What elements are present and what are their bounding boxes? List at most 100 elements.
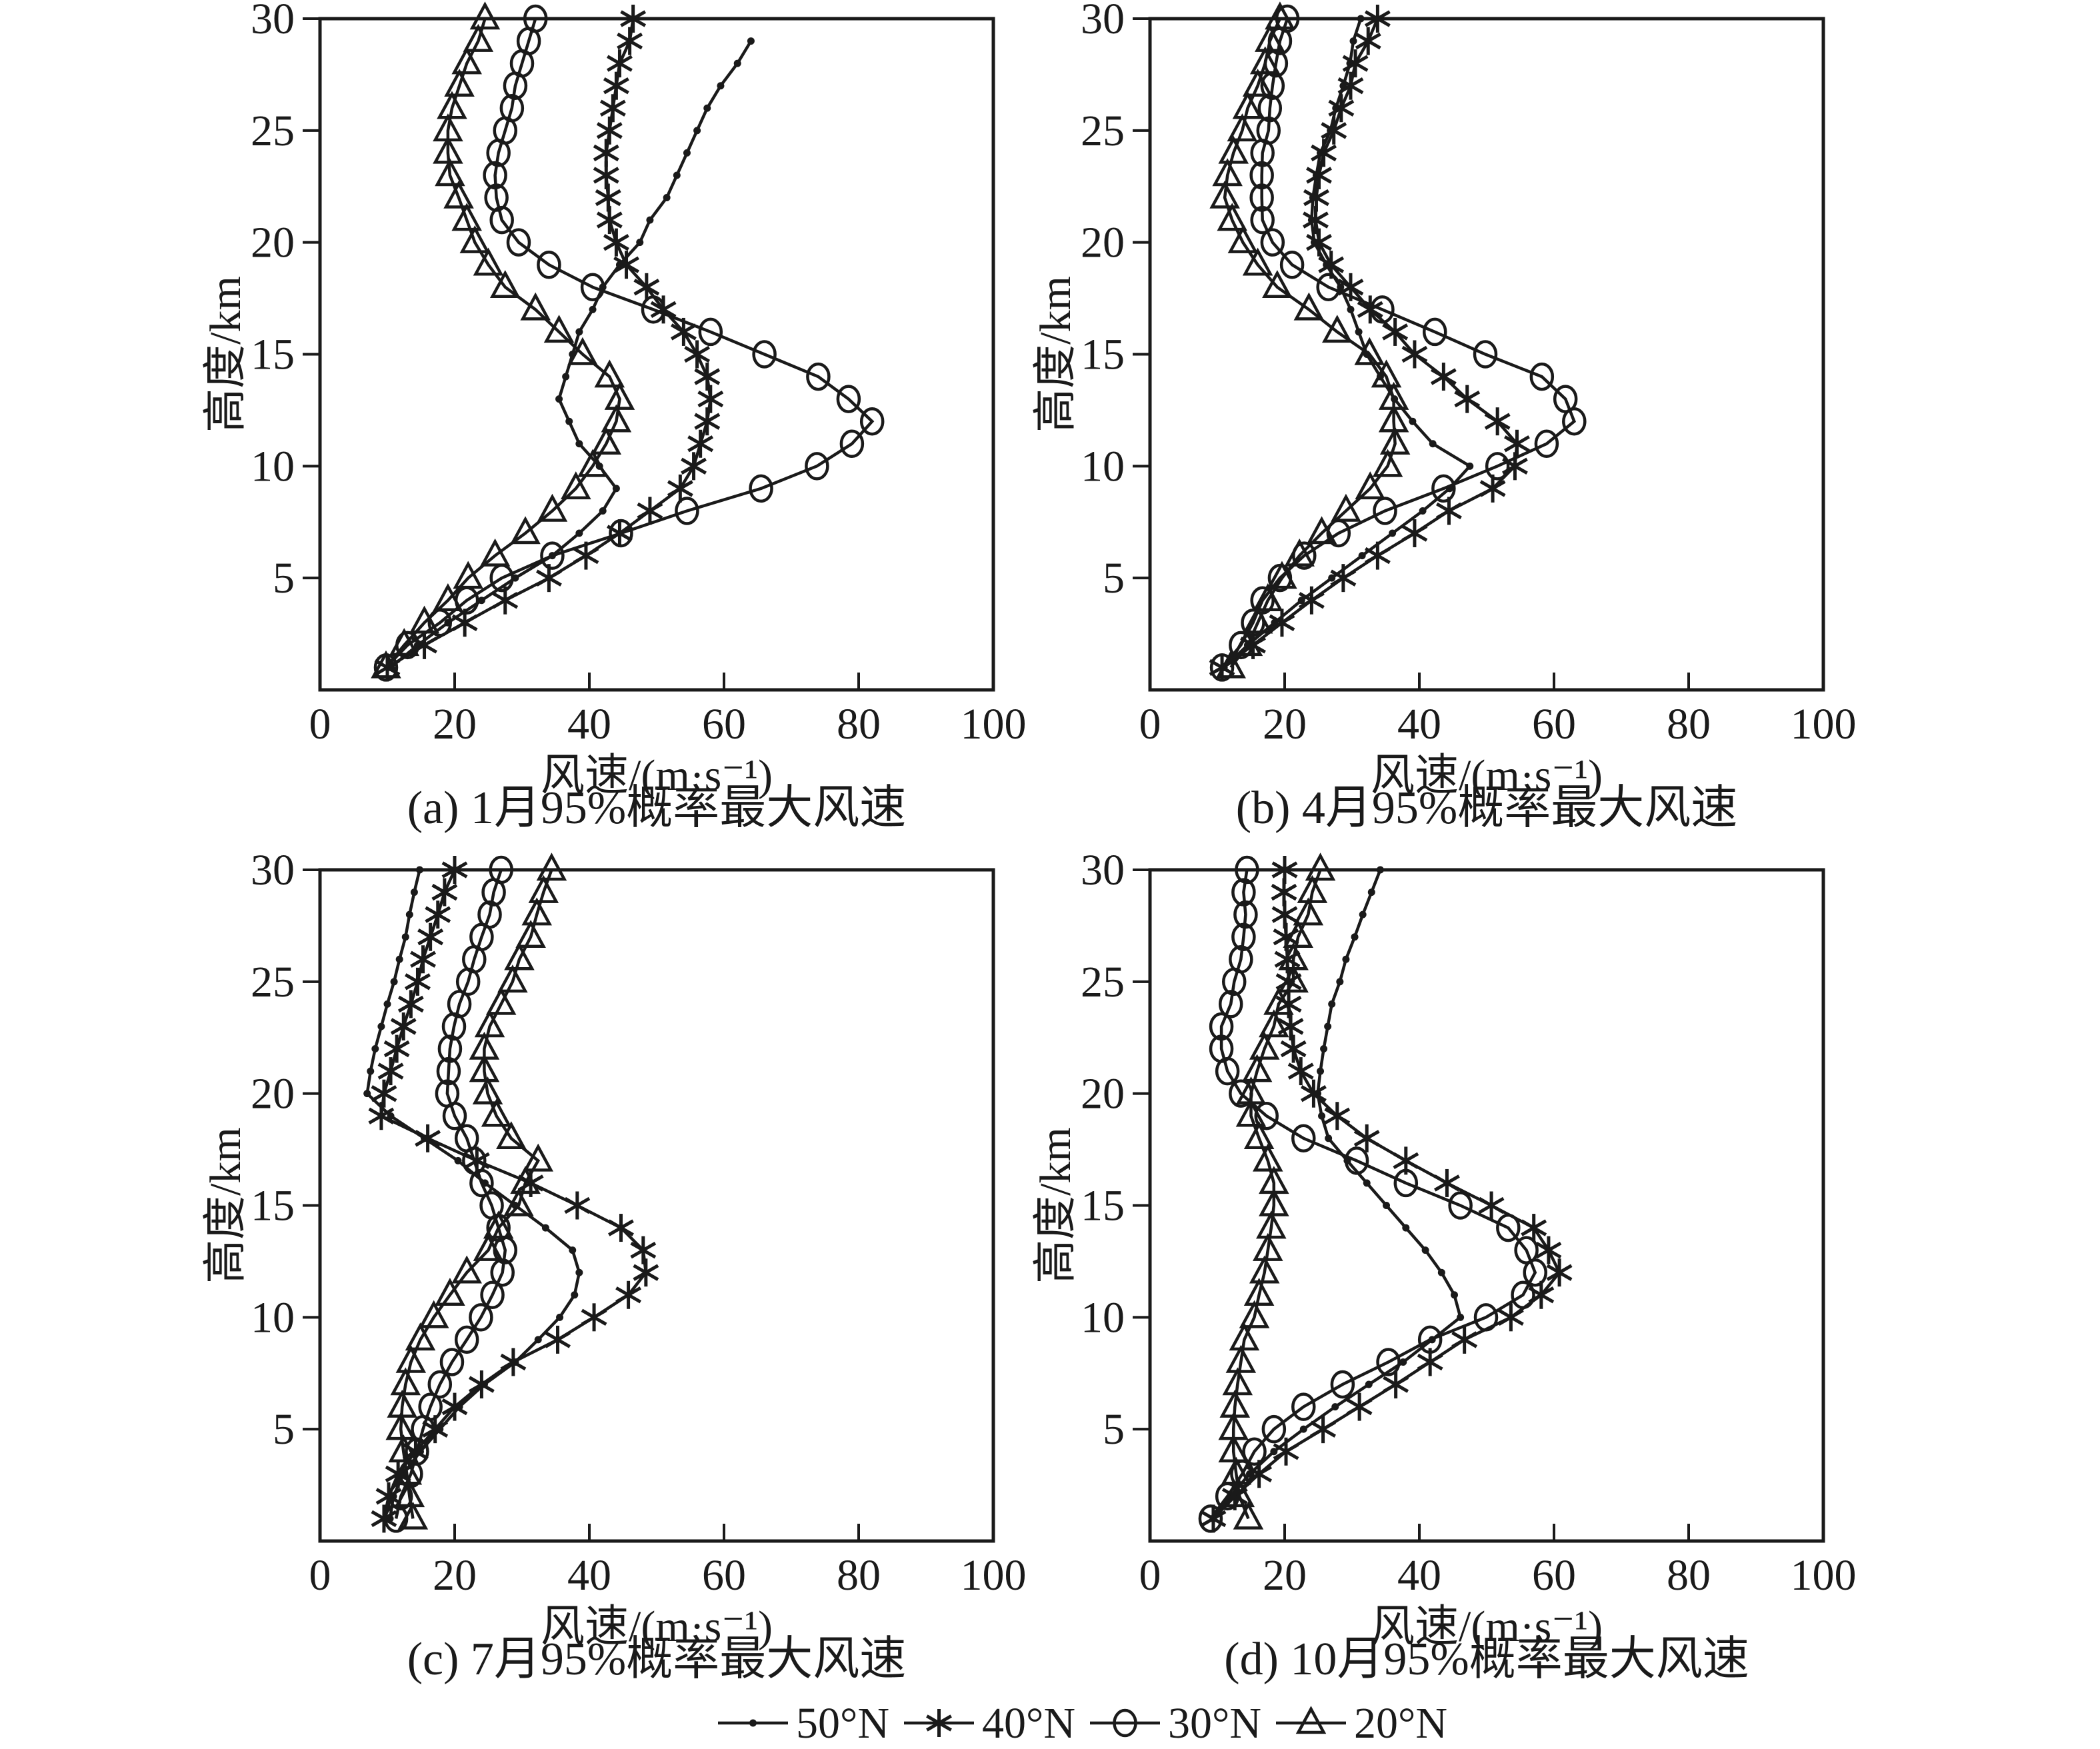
dot-marker-icon <box>703 104 711 112</box>
dot-marker-icon <box>541 1224 549 1232</box>
circle-marker-icon <box>537 250 561 279</box>
triangle-marker-icon <box>451 203 482 231</box>
circle-marker-icon <box>454 1124 479 1153</box>
circle-marker-icon <box>1249 161 1274 190</box>
triangle-marker-icon <box>1218 1434 1249 1462</box>
asterisk-marker-icon <box>1433 1168 1460 1197</box>
dot-marker-icon <box>367 1067 375 1075</box>
x-tick-label-d: 100 <box>1791 1551 1857 1600</box>
triangle-marker-icon <box>1239 1300 1270 1328</box>
dot-marker-icon <box>383 1000 391 1008</box>
y-tick-label-d: 20 <box>1081 1070 1125 1118</box>
asterisk-marker-icon <box>615 1280 642 1309</box>
triangle-marker-icon <box>503 1188 534 1216</box>
triangle-marker-icon <box>1371 359 1402 388</box>
asterisk-marker-icon <box>603 228 629 257</box>
dot-marker-icon <box>575 529 583 537</box>
asterisk-marker-icon <box>1382 317 1409 346</box>
asterisk-marker-icon <box>1298 586 1325 615</box>
triangle-marker-icon <box>1284 538 1315 567</box>
asterisk-marker-icon <box>1287 1057 1314 1086</box>
circle-marker-icon <box>1260 228 1285 257</box>
asterisk-marker-icon <box>431 878 458 906</box>
circle-marker-icon <box>1256 116 1281 145</box>
circle-marker-icon <box>427 1370 453 1399</box>
circle-marker-icon <box>1209 1034 1234 1063</box>
dot-marker-icon <box>589 305 597 313</box>
dot-marker-icon <box>454 1156 462 1164</box>
circle-marker-icon <box>1514 1236 1539 1264</box>
y-tick-label-b: 30 <box>1081 0 1125 43</box>
asterisk-marker-icon <box>1355 27 1381 55</box>
dot-marker-icon <box>575 440 583 448</box>
asterisk-marker-icon <box>545 1325 571 1354</box>
series-b-30°N <box>1209 4 1587 682</box>
circle-marker-icon <box>805 452 829 481</box>
circle-marker-icon <box>1344 1146 1369 1175</box>
x-axis-label-c: 风速/(m·s⁻¹) <box>541 1602 773 1651</box>
dot-marker-icon <box>1457 1313 1465 1321</box>
dot-marker-icon <box>717 82 725 90</box>
triangle-marker-icon <box>1242 247 1273 276</box>
dot-marker-icon <box>575 328 583 336</box>
circle-marker-icon <box>806 362 831 391</box>
y-axis-label-b: 高度/km <box>1031 276 1080 433</box>
dot-marker-icon <box>556 1313 564 1321</box>
dot-marker-icon <box>405 910 413 918</box>
circle-marker-icon <box>1231 922 1256 951</box>
triangle-marker-icon <box>1354 337 1385 365</box>
circle-marker-icon <box>437 1034 463 1063</box>
triangle-marker-icon <box>1306 516 1337 545</box>
circle-marker-icon <box>1235 855 1259 884</box>
asterisk-marker-icon <box>1353 1124 1380 1152</box>
asterisk-marker-icon <box>1346 1392 1373 1421</box>
legend-label: 20°N <box>1354 1699 1447 1746</box>
y-tick-label-a: 30 <box>251 0 295 43</box>
subplot-b: 0 20 40 60 80 100 风速/(m·s⁻¹) 5 10 15 20 25 30 高度/km <box>1031 0 1857 800</box>
triangle-marker-icon <box>1355 471 1386 500</box>
y-axis-label-d: 高度/km <box>1031 1127 1080 1284</box>
circle-marker-icon <box>1431 474 1456 503</box>
asterisk-marker-icon <box>1535 1236 1562 1264</box>
circle-marker-icon <box>1393 1168 1419 1198</box>
x-tick-label-b: 100 <box>1791 700 1857 749</box>
triangle-marker-icon <box>1249 1031 1280 1060</box>
dot-marker-icon <box>377 1022 385 1030</box>
asterisk-marker-icon <box>633 1258 659 1287</box>
triangle-marker-icon <box>604 381 635 410</box>
circle-marker-icon <box>418 1392 443 1421</box>
circle-marker-icon <box>839 429 865 459</box>
asterisk-marker-icon <box>1328 94 1355 123</box>
circle-marker-icon <box>469 1303 493 1332</box>
y-axis-label-c: 高度/km <box>201 1127 250 1284</box>
dot-marker-icon <box>1328 574 1336 582</box>
asterisk-marker-icon <box>926 1709 952 1737</box>
circle-marker-icon <box>484 183 509 212</box>
triangle-marker-icon <box>1242 605 1273 634</box>
circle-marker-icon <box>439 1348 465 1376</box>
triangle-marker-icon <box>1252 583 1283 611</box>
dot-marker-icon <box>387 1112 395 1120</box>
asterisk-marker-icon <box>1401 519 1428 548</box>
asterisk-marker-icon <box>1300 1079 1327 1108</box>
asterisk-marker-icon <box>1430 363 1457 391</box>
triangle-marker-icon <box>1243 1278 1275 1306</box>
triangle-marker-icon <box>1243 1121 1275 1150</box>
y-tick-label-d: 30 <box>1081 846 1125 894</box>
asterisk-marker-icon <box>608 1214 634 1242</box>
y-axis-label-a: 高度/km <box>201 276 250 433</box>
triangle-marker-icon <box>1295 1706 1327 1734</box>
triangle-marker-icon <box>1297 874 1328 903</box>
dot-marker-icon <box>1325 1134 1333 1142</box>
dot-marker-icon <box>1419 507 1427 515</box>
dot-marker-icon <box>363 1090 371 1098</box>
series-line-20°N <box>385 18 621 669</box>
triangle-marker-icon <box>1378 404 1409 433</box>
dot-marker-icon <box>1317 1067 1325 1075</box>
y-tick-label-a: 15 <box>251 331 295 379</box>
triangle-marker-icon <box>469 1031 500 1060</box>
triangle-marker-icon <box>1256 1210 1287 1239</box>
triangle-marker-icon <box>1222 1367 1253 1396</box>
dot-marker-icon <box>575 1268 583 1276</box>
dot-marker-icon <box>1466 462 1474 470</box>
